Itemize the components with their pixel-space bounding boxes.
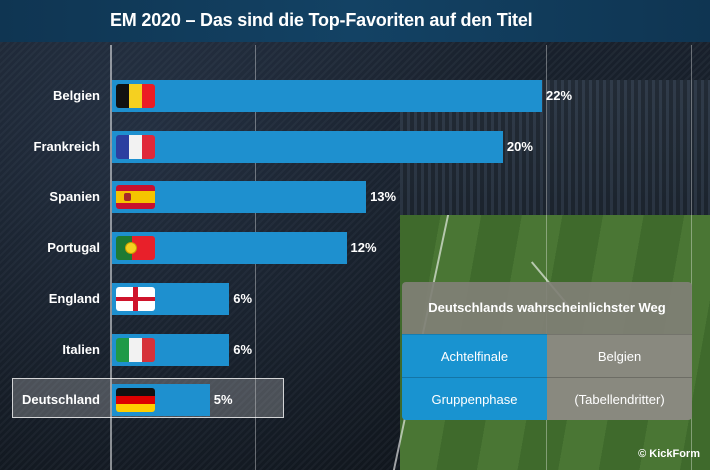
value-label: 13% <box>370 189 397 205</box>
category-label: Spanien <box>49 189 100 205</box>
category-label: Italien <box>62 341 100 357</box>
gridline <box>691 45 692 470</box>
bar <box>112 80 542 112</box>
value-label: 12% <box>350 240 377 256</box>
value-label: 6% <box>233 341 253 357</box>
y-axis-line <box>110 45 112 470</box>
belgium-flag <box>116 84 155 108</box>
category-label: England <box>48 290 100 306</box>
copyright-notice: © KickForm <box>638 448 700 460</box>
path-panel: Deutschlands wahrscheinlichster Weg Acht… <box>402 282 692 420</box>
spain-flag <box>116 185 155 210</box>
value-label: 20% <box>506 138 533 154</box>
panel-title: Deutschlands wahrscheinlichster Weg <box>428 300 666 315</box>
category-label: Belgien <box>53 88 100 103</box>
category-label: Deutschland <box>21 392 100 408</box>
italy-flag <box>116 337 155 362</box>
chart-title: EM 2020 – Das sind die Top-Favoriten auf… <box>110 10 533 30</box>
gridline <box>546 45 547 470</box>
portugal-flag <box>116 236 155 261</box>
germany-flag <box>116 388 155 413</box>
category-label: Frankreich <box>33 138 100 154</box>
opponent-cell: Belgien <box>547 334 692 377</box>
value-label: 22% <box>546 88 573 103</box>
england-flag <box>116 286 155 311</box>
category-label: Portugal <box>47 240 100 256</box>
stage-cell: Achtelfinale <box>402 334 547 377</box>
stage-cell: Gruppenphase <box>402 377 547 420</box>
bar <box>112 130 503 163</box>
title-bar: EM 2020 – Das sind die Top-Favoriten auf… <box>0 0 710 42</box>
value-label: 6% <box>233 290 253 306</box>
value-label: 5% <box>213 392 233 408</box>
opponent-cell: (Tabellendritter) <box>547 377 692 420</box>
france-flag <box>116 134 155 159</box>
